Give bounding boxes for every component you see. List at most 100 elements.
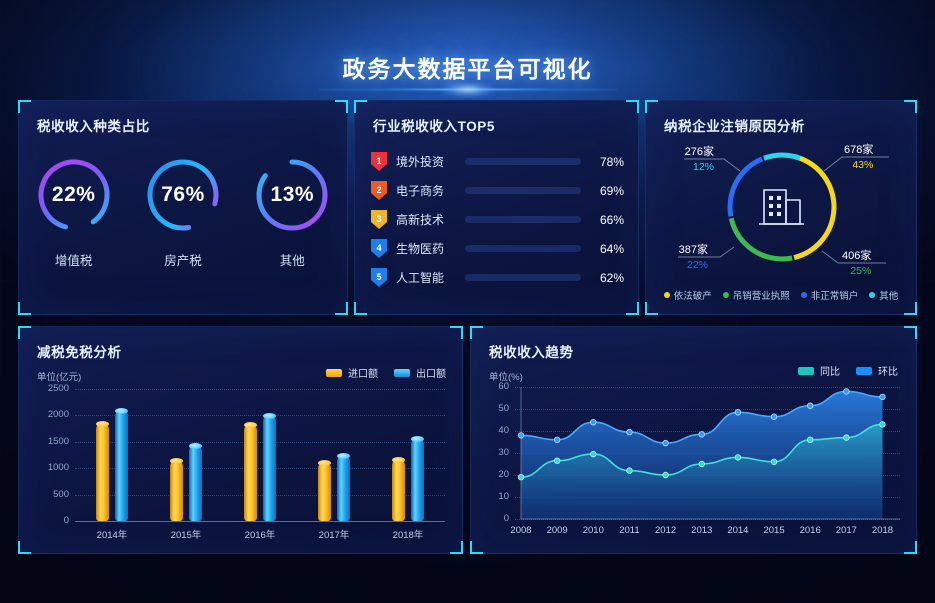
gauge-value: 22% bbox=[51, 183, 96, 206]
page-title: 政务大数据平台可视化 bbox=[342, 56, 593, 82]
bar-import-2015年[interactable] bbox=[170, 457, 183, 521]
gauge-qita[interactable]: 13% 其他 bbox=[244, 153, 340, 269]
gauge-fangchanshui[interactable]: 76% 房产税 bbox=[135, 153, 231, 269]
panel-title: 税收收入趋势 bbox=[489, 345, 574, 360]
y-tick-label: 0 bbox=[63, 515, 69, 526]
legend-item-export[interactable]: 出口额 bbox=[394, 365, 446, 380]
bar-cap bbox=[115, 407, 128, 414]
list-item[interactable]: 4 生物医药 64% bbox=[371, 234, 624, 263]
data-point-mom-2017[interactable] bbox=[843, 388, 850, 395]
y-tick-label: 40 bbox=[498, 425, 509, 436]
legend-item-mom[interactable]: 环比 bbox=[856, 363, 898, 378]
y-tick-label: 1500 bbox=[47, 435, 69, 447]
data-point-yoy-2012[interactable] bbox=[662, 471, 669, 479]
rank-badge-icon: 1 bbox=[371, 152, 387, 171]
trend-chart-legend: 同比 环比 bbox=[798, 363, 898, 378]
progress-track bbox=[465, 216, 581, 223]
bar-export-2018年[interactable] bbox=[411, 435, 424, 521]
data-point-yoy-2017[interactable] bbox=[843, 434, 850, 441]
bar-cap bbox=[411, 435, 424, 442]
y-tick-label: 500 bbox=[53, 488, 69, 500]
list-item[interactable]: 5 人工智能 62% bbox=[371, 263, 624, 292]
legend-item-abnormal[interactable]: 非正常销户 bbox=[800, 288, 858, 302]
rank-name: 电子商务 bbox=[396, 184, 445, 198]
bar-import-2014年[interactable] bbox=[96, 420, 109, 521]
data-point-yoy-2016[interactable] bbox=[807, 436, 814, 443]
list-item[interactable]: 1 境外投资 78% bbox=[371, 147, 624, 176]
legend-item-import[interactable]: 进口额 bbox=[326, 365, 378, 380]
data-point-mom-2015[interactable] bbox=[770, 413, 778, 420]
area-yoy bbox=[521, 424, 883, 519]
data-point-yoy-2014[interactable] bbox=[734, 454, 742, 461]
gauge-value: 76% bbox=[161, 183, 205, 206]
progress-track bbox=[465, 274, 581, 281]
rank-percent: 69% bbox=[599, 183, 624, 198]
data-point-mom-2012[interactable] bbox=[662, 439, 669, 447]
bar-export-2016年[interactable] bbox=[263, 413, 276, 521]
data-point-mom-2009[interactable] bbox=[553, 436, 561, 443]
list-item[interactable]: 3 高新技术 66% bbox=[371, 205, 624, 234]
data-point-yoy-2011[interactable] bbox=[626, 467, 633, 474]
data-point-mom-2016[interactable] bbox=[807, 402, 814, 409]
x-tick-label: 2015 bbox=[763, 525, 785, 536]
gridline bbox=[515, 387, 900, 388]
corner-bracket-br bbox=[335, 302, 348, 315]
x-tick-label: 2012 bbox=[655, 525, 677, 536]
dashboard-header: 政务大数据平台可视化 bbox=[0, 0, 935, 122]
data-point-yoy-2013[interactable] bbox=[698, 460, 705, 468]
x-tick-label: 2013 bbox=[691, 525, 713, 536]
data-point-mom-2010[interactable] bbox=[590, 419, 597, 426]
list-item[interactable]: 2 电子商务 69% bbox=[371, 176, 624, 205]
rank-percent: 78% bbox=[599, 154, 624, 169]
donut-chart[interactable]: 678家 43% 276家 12% 387家 22% 406家 25% bbox=[646, 135, 916, 280]
data-point-mom-2013[interactable] bbox=[698, 431, 705, 438]
data-point-yoy-2018[interactable] bbox=[879, 421, 886, 428]
y-tick-label: 30 bbox=[498, 447, 509, 458]
legend-item-other[interactable]: 其他 bbox=[869, 288, 898, 302]
x-tick-label: 2018 bbox=[871, 525, 894, 536]
x-tick-label: 2017 bbox=[835, 525, 857, 536]
corner-bracket-bl bbox=[18, 302, 31, 315]
gridline bbox=[75, 494, 445, 496]
gauge-value: 13% bbox=[270, 183, 315, 206]
y-tick-label: 10 bbox=[498, 491, 509, 502]
bar-cap bbox=[392, 456, 405, 463]
bar-cap bbox=[244, 422, 257, 429]
legend-item-yoy[interactable]: 同比 bbox=[798, 363, 840, 378]
corner-bracket-tr bbox=[335, 100, 348, 113]
panel-tax-reduction: 减税免税分析 单位(亿元) 进口额 出口额 2500 2000 1500 1000 50… bbox=[18, 326, 463, 554]
donut-label-abnormal: 387家 22% bbox=[678, 244, 708, 271]
bar-export-2017年[interactable] bbox=[337, 453, 350, 521]
data-point-mom-2011[interactable] bbox=[626, 428, 633, 436]
gauge-zengzhishui[interactable]: 22% 增值税 bbox=[26, 153, 122, 269]
corner-bracket-tr bbox=[626, 100, 639, 113]
rank-number: 1 bbox=[376, 155, 382, 166]
bar-import-2016年[interactable] bbox=[244, 422, 257, 521]
rank-percent: 66% bbox=[599, 212, 624, 227]
data-point-yoy-2015[interactable] bbox=[770, 458, 778, 465]
bar-import-2017年[interactable] bbox=[318, 460, 331, 521]
data-point-mom-2018[interactable] bbox=[879, 393, 886, 401]
data-point-yoy-2010[interactable] bbox=[590, 450, 597, 458]
x-tick-label: 2016 bbox=[799, 525, 821, 536]
data-point-yoy-2009[interactable] bbox=[553, 457, 561, 464]
corner-bracket-tr bbox=[904, 100, 917, 113]
y-tick-label: 1000 bbox=[47, 462, 69, 474]
corner-bracket-tl bbox=[354, 100, 367, 113]
bar-cap bbox=[96, 420, 109, 427]
panel-industry-top5: 行业税收收入TOP5 1 境外投资 78% 2 电子商务 69% bbox=[354, 100, 639, 315]
bar-cap bbox=[189, 442, 202, 449]
rank-badge-icon: 5 bbox=[371, 268, 387, 287]
corner-bracket-tr bbox=[904, 326, 917, 339]
panel-cancel-reason: 纳税企业注销原因分析 bbox=[645, 100, 917, 315]
rank-number: 2 bbox=[376, 184, 382, 195]
bar-export-2014年[interactable] bbox=[115, 407, 128, 521]
data-point-mom-2014[interactable] bbox=[734, 409, 742, 416]
bar-import-2018年[interactable] bbox=[392, 456, 405, 521]
legend-item-bankruptcy[interactable]: 依法破产 bbox=[663, 288, 712, 302]
bar-export-2015年[interactable] bbox=[189, 442, 202, 521]
panel-tax-trend: 税收收入趋势 单位(%) 同比 环比 60 50 40 30 20 10 0 2008 2009… bbox=[470, 326, 917, 554]
legend-item-revoked[interactable]: 吊销营业执照 bbox=[722, 288, 790, 302]
corner-bracket-bl bbox=[354, 302, 367, 315]
y-tick-label: 50 bbox=[498, 403, 509, 414]
